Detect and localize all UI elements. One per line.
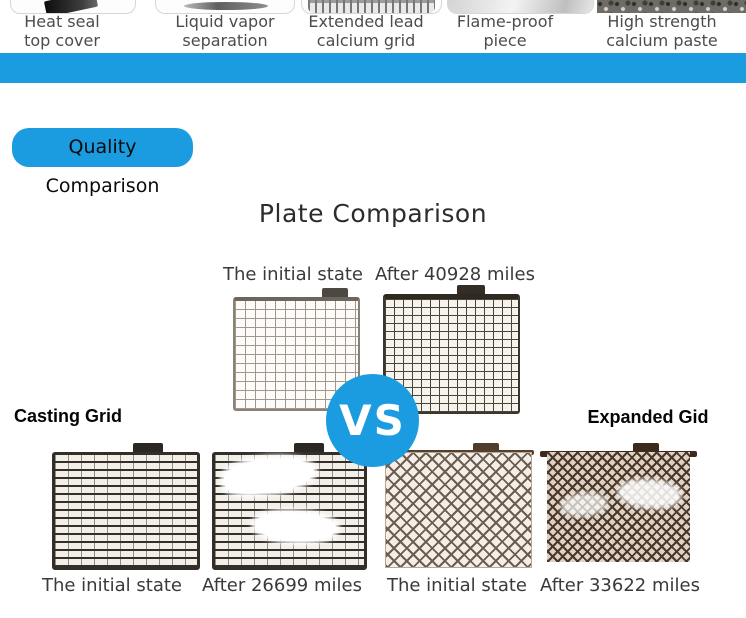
liquid-vapor-separation-photo <box>184 2 268 10</box>
feature-caption-line1: High strength <box>607 12 717 31</box>
plate-mesh <box>385 452 532 568</box>
plate-lug <box>473 443 500 453</box>
high-strength-calcium-paste-photo <box>597 0 746 13</box>
quality-comparison-badge: Quality Comparison <box>12 128 193 197</box>
plate-comparison-title: Plate Comparison <box>258 199 488 228</box>
feature-caption-line1: Flame-proof <box>456 12 554 31</box>
expanded-grid-aged-photo <box>540 443 697 562</box>
extended-lead-calcium-grid-photo <box>308 0 435 13</box>
plate-mesh <box>383 294 520 414</box>
expanded-grid-group-label: Expanded Gid <box>587 407 709 427</box>
feature-caption-liquid-vapor: Liquid vapor separation <box>145 12 305 50</box>
section-divider-bar <box>0 53 746 83</box>
vs-badge: VS <box>326 374 419 467</box>
plate-lug <box>133 443 164 453</box>
feature-thumb-flame-proof <box>447 0 594 14</box>
feature-caption-line2: piece <box>483 31 527 50</box>
plate-lug <box>294 443 325 453</box>
top-initial-state-label: The initial state <box>222 264 364 285</box>
feature-caption-line2: separation <box>182 31 268 50</box>
feature-caption-flame-proof: Flame-proof piece <box>425 12 585 50</box>
plate-mesh <box>233 297 360 411</box>
plate-lug <box>632 443 659 453</box>
casting-grid-aged-top-photo <box>383 285 520 414</box>
bottom-casting-initial-label: The initial state <box>41 575 183 596</box>
quality-comparison-badge-label: Quality Comparison <box>45 136 160 197</box>
feature-thumb-lead-calcium-grid <box>301 0 442 14</box>
bottom-expanded-initial-label: The initial state <box>386 575 528 596</box>
feature-caption-line1: Heat seal <box>24 12 100 31</box>
feature-caption-line2: calcium paste <box>606 31 718 50</box>
plate-lug <box>321 288 348 298</box>
feature-caption-calcium-paste: High strength calcium paste <box>582 12 742 50</box>
feature-caption-line1: Extended lead <box>308 12 424 31</box>
feature-caption-heat-seal: Heat seal top cover <box>0 12 142 50</box>
plate-mesh <box>52 452 200 570</box>
casting-grid-aged-bottom-photo <box>212 443 367 570</box>
feature-thumb-calcium-paste <box>597 0 746 13</box>
feature-caption-line1: Liquid vapor <box>175 12 275 31</box>
bottom-casting-aged-label: After 26699 miles <box>202 575 362 596</box>
casting-grid-initial-bottom-photo <box>52 443 200 570</box>
plate-lug <box>456 285 485 295</box>
feature-thumb-liquid-vapor <box>155 0 295 14</box>
feature-caption-line2: calcium grid <box>316 31 416 50</box>
feature-caption-line2: top cover <box>24 31 100 50</box>
top-aged-state-label: After 40928 miles <box>375 264 535 285</box>
vs-badge-label: VS <box>339 396 406 445</box>
expanded-grid-initial-photo <box>383 443 534 568</box>
bottom-expanded-aged-label: After 33622 miles <box>540 575 700 596</box>
flame-proof-piece-photo <box>448 0 593 13</box>
casting-grid-group-label: Casting Grid <box>14 406 123 426</box>
casting-grid-initial-top-photo <box>233 288 360 411</box>
feature-thumb-heat-seal <box>10 0 136 14</box>
feature-caption-lead-calcium-grid: Extended lead calcium grid <box>286 12 446 50</box>
